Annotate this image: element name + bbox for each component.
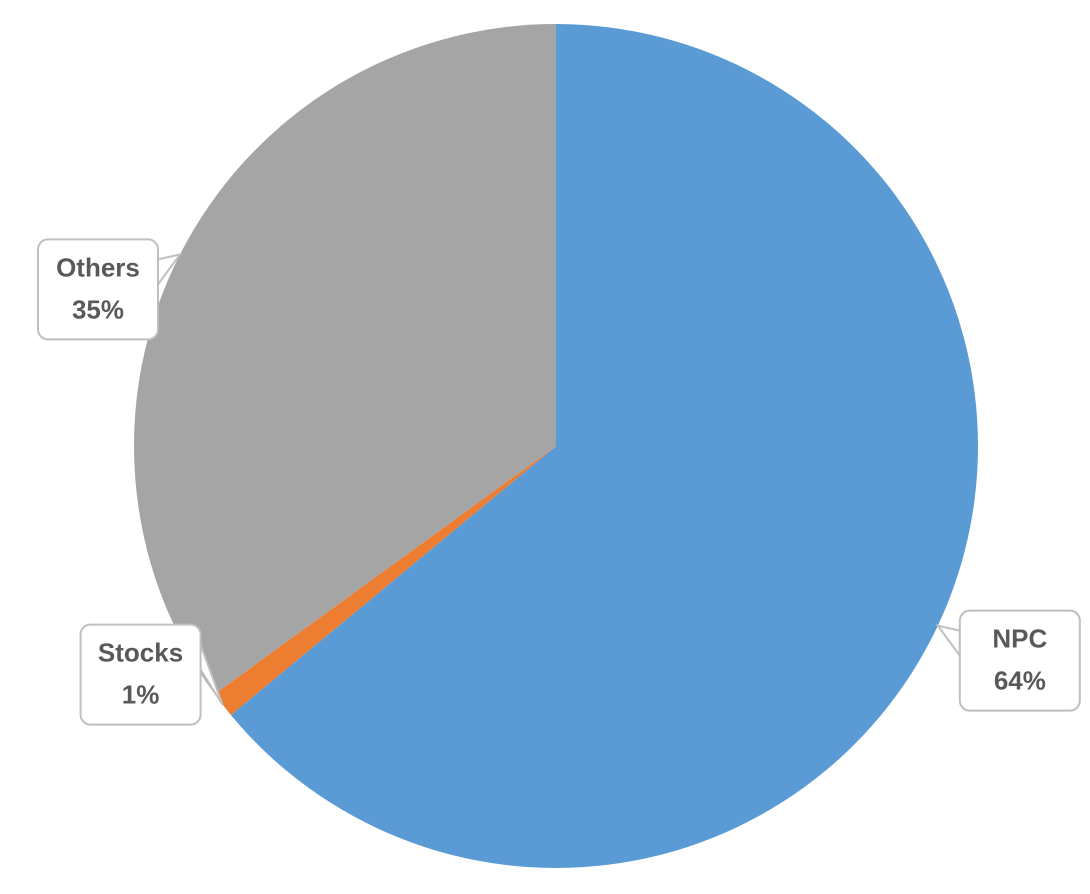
data-label-name: Stocks — [98, 638, 183, 668]
data-label-value: 35% — [72, 294, 124, 324]
pie-slice — [134, 24, 556, 695]
pie-slice — [214, 446, 556, 715]
data-label-name: Others — [56, 252, 140, 282]
callout-box — [36, 238, 159, 341]
pie-slice — [230, 24, 978, 868]
data-label-name: NPC — [992, 624, 1047, 654]
data-label-value: 64% — [994, 666, 1046, 696]
callout-box — [958, 609, 1081, 712]
data-label-value: 1% — [122, 680, 160, 710]
callout-box — [79, 623, 202, 726]
callout-pointer — [935, 624, 961, 659]
